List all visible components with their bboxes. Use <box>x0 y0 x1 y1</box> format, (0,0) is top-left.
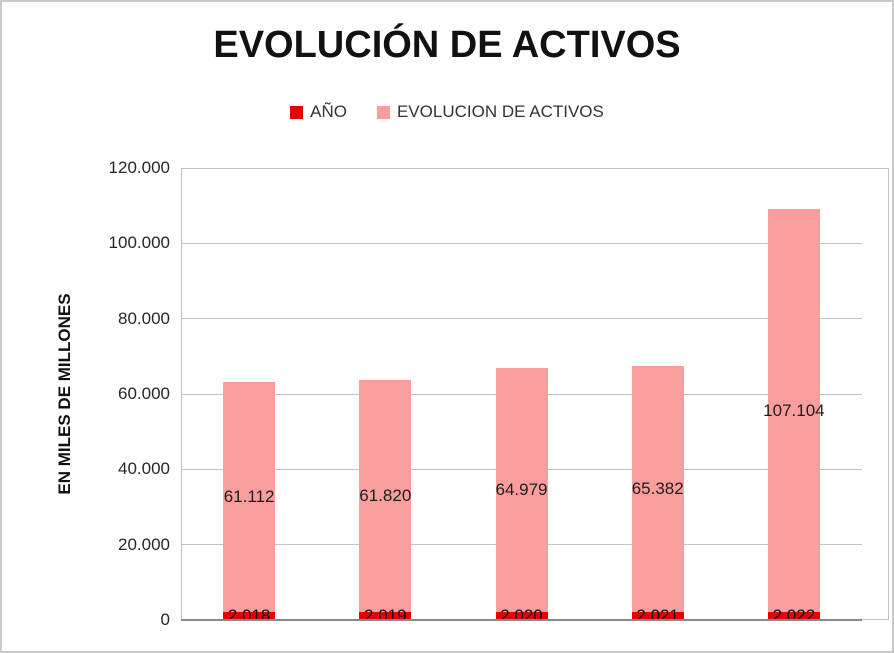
legend-label-evolucion: EVOLUCION DE ACTIVOS <box>396 102 604 121</box>
gridline <box>181 242 862 244</box>
bar-segment-ano <box>495 612 548 620</box>
bar-value-label: 61.820 <box>359 485 412 505</box>
legend-swatch-evolucion-icon <box>376 105 390 119</box>
year-label: 2.021 <box>636 606 679 626</box>
gridline <box>181 318 862 320</box>
bar-segment-evolucion <box>767 208 820 613</box>
year-label: 2.020 <box>500 606 543 626</box>
bar-segment-evolucion <box>631 366 684 613</box>
legend-item-evolucion: EVOLUCION DE ACTIVOS <box>376 102 604 122</box>
bar-value-label: 64.979 <box>495 480 548 499</box>
bar-segment-evolucion <box>495 367 548 613</box>
year-label: 2.022 <box>772 606 816 626</box>
y-tick-label: 120.000 <box>108 158 170 177</box>
legend-label-ano: AÑO <box>310 102 347 121</box>
bar-segment-evolucion <box>223 382 276 613</box>
y-tick-label: 60.000 <box>118 384 170 403</box>
year-label: 2.018 <box>227 606 271 626</box>
legend: AÑO EVOLUCION DE ACTIVOS <box>2 102 892 122</box>
bar-segment-ano <box>631 612 684 620</box>
bar-value-label: 65.382 <box>631 479 684 499</box>
y-tick-label: 0 <box>160 610 170 629</box>
year-label: 2.019 <box>364 606 407 626</box>
y-tick-label: 20.000 <box>118 534 170 554</box>
bar-segment-ano <box>223 612 276 620</box>
y-tick-label: 40.000 <box>118 459 170 479</box>
gridline <box>181 167 862 169</box>
bar-segment-ano <box>767 612 820 620</box>
chart-title: EVOLUCIÓN DE ACTIVOS <box>213 24 681 66</box>
y-tick-label: 80.000 <box>118 308 170 328</box>
bar-value-label: 61.112 <box>223 487 275 507</box>
y-tick-label: 100.000 <box>108 233 170 253</box>
x-axis-line <box>181 619 862 621</box>
legend-swatch-ano-icon <box>290 105 304 119</box>
bar-segment-evolucion <box>359 379 412 613</box>
legend-item-ano: AÑO <box>290 102 347 122</box>
bar-segment-ano <box>359 612 412 620</box>
bar-value-label: 107.104 <box>763 400 825 420</box>
